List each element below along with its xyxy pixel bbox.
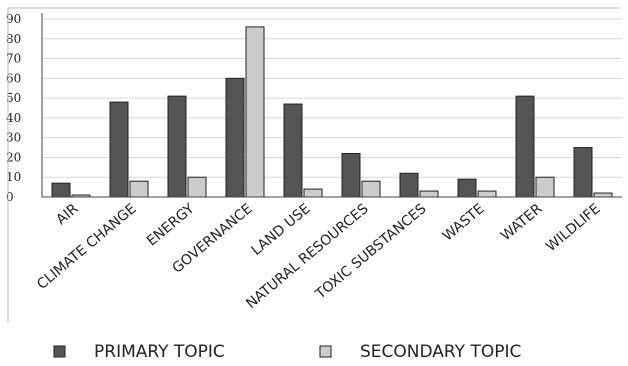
y-axis-ticks: 0 10 20 30 40 50 60 70 80 90	[6, 12, 21, 204]
legend-label-secondary: SECONDARY TOPIC	[360, 342, 521, 362]
secondary-bar-waste	[477, 190, 497, 198]
y-tick-label: 10	[6, 170, 21, 184]
primary-bar-toxic-substances	[399, 172, 419, 198]
x-category-label: TOXIC SUBSTANCES	[312, 201, 430, 303]
primary-bar-waste	[457, 178, 477, 198]
legend: PRIMARY TOPIC SECONDARY TOPIC	[53, 342, 521, 362]
secondary-bar-land-use	[303, 188, 323, 198]
secondary-bar-energy	[187, 176, 207, 198]
x-category-label: AIR	[53, 201, 81, 228]
x-category-label: WATER	[498, 201, 546, 245]
secondary-bar-governance	[245, 26, 265, 198]
legend-swatch-primary	[53, 345, 66, 358]
axes	[7, 7, 622, 322]
y-tick-label: 20	[6, 150, 21, 164]
gridlines	[42, 18, 622, 178]
y-tick-label: 50	[6, 91, 21, 105]
secondary-bar-natural-resources	[361, 180, 381, 198]
y-tick-label: 80	[6, 32, 21, 46]
primary-bar-air	[51, 182, 71, 198]
legend-swatch-secondary	[319, 345, 332, 358]
x-category-label: CLIMATE CHANGE	[34, 201, 139, 293]
y-tick-label: 70	[6, 52, 21, 66]
secondary-bar-toxic-substances	[419, 190, 439, 198]
primary-bar-governance	[225, 77, 245, 198]
secondary-bar-wildlife	[593, 192, 613, 198]
primary-bar-wildlife	[573, 147, 593, 198]
primary-bar-natural-resources	[341, 152, 361, 198]
primary-bar-water	[515, 95, 535, 198]
primary-bar-land-use	[283, 103, 303, 198]
x-category-label: WASTE	[440, 201, 488, 245]
y-tick-label: 40	[6, 111, 21, 125]
bars	[51, 26, 613, 198]
y-tick-label: 0	[6, 190, 14, 204]
y-tick-label: 60	[6, 71, 21, 85]
y-tick-label: 90	[6, 12, 21, 26]
secondary-bar-climate-change	[129, 180, 149, 198]
x-category-label: WILDLIFE	[543, 201, 603, 255]
primary-bar-energy	[167, 95, 187, 198]
x-category-label: ENERGY	[144, 201, 198, 250]
legend-label-primary: PRIMARY TOPIC	[94, 342, 225, 362]
secondary-bar-water	[535, 176, 555, 198]
primary-bar-climate-change	[109, 101, 129, 198]
y-tick-label: 30	[6, 131, 21, 145]
